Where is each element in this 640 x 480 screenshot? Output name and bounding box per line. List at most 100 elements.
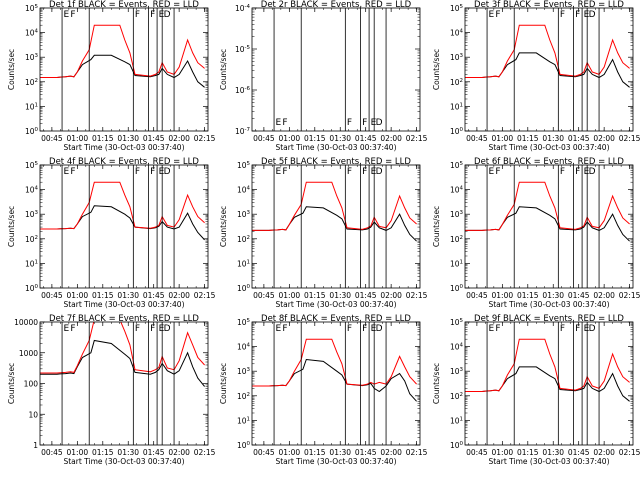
y-axis-label: Counts/sec bbox=[432, 49, 441, 90]
y-tick-label: 105 bbox=[237, 318, 251, 327]
event-marker-label: F bbox=[150, 324, 155, 334]
x-axis-label: Start Time (30-Oct-03 00:37:40) bbox=[488, 300, 609, 309]
y-tick-label: 101 bbox=[450, 416, 463, 425]
x-tick-label: 01:15 bbox=[517, 291, 539, 300]
x-tick-label: 01:00 bbox=[67, 448, 89, 457]
y-tick-label: 1000 bbox=[19, 349, 38, 358]
y-tick-label: 101 bbox=[450, 259, 463, 268]
event-marker-label: D bbox=[376, 118, 383, 128]
series-lld-line bbox=[40, 181, 205, 230]
y-axis-label: Counts/sec bbox=[432, 206, 441, 247]
event-marker-label: F bbox=[362, 324, 367, 334]
y-tick-label: 104 bbox=[450, 343, 464, 352]
plot-frame bbox=[251, 7, 421, 132]
series-lld-line bbox=[465, 24, 630, 78]
event-marker-label: D bbox=[376, 324, 383, 334]
event-marker-label: F bbox=[70, 167, 75, 177]
y-tick-label: 10-7 bbox=[235, 127, 251, 136]
y-tick-label: 102 bbox=[25, 78, 38, 87]
x-tick-label: 01:15 bbox=[304, 448, 326, 457]
x-tick-label: 01:15 bbox=[517, 134, 539, 143]
x-tick-label: 01:45 bbox=[143, 448, 165, 457]
event-marker-label: D bbox=[589, 167, 596, 177]
y-tick-label: 105 bbox=[450, 161, 464, 170]
x-tick-label: 01:30 bbox=[542, 448, 564, 457]
event-marker-label: F bbox=[575, 10, 580, 20]
panel-title: Det 8f BLACK = Events, RED = LLD bbox=[261, 314, 411, 324]
series-events-line bbox=[465, 52, 630, 88]
x-axis-label: Start Time (30-Oct-03 00:37:40) bbox=[63, 143, 184, 152]
event-marker-label: E bbox=[489, 167, 495, 177]
y-tick-label: 10-4 bbox=[235, 4, 251, 13]
x-tick-label: 01:30 bbox=[117, 134, 139, 143]
event-marker-label: E bbox=[276, 324, 282, 334]
x-axis-label: Start Time (30-Oct-03 00:37:40) bbox=[488, 457, 609, 466]
series-events-line bbox=[465, 366, 630, 402]
event-marker-label: D bbox=[376, 167, 383, 177]
x-tick-label: 01:15 bbox=[92, 291, 114, 300]
x-tick-label: 00:45 bbox=[41, 448, 63, 457]
y-tick-label: 105 bbox=[450, 4, 464, 13]
x-tick-label: 01:45 bbox=[568, 448, 590, 457]
y-tick-label: 104 bbox=[25, 29, 39, 38]
series-events-line bbox=[465, 206, 630, 242]
x-axis-label: Start Time (30-Oct-03 00:37:40) bbox=[275, 300, 396, 309]
x-tick-label: 00:45 bbox=[253, 291, 275, 300]
x-tick-label: 02:00 bbox=[380, 448, 402, 457]
x-tick-label: 01:45 bbox=[143, 134, 165, 143]
panel-title: Det 3f BLACK = Events, RED = LLD bbox=[474, 0, 624, 10]
plot-frame bbox=[464, 164, 634, 289]
x-tick-label: 01:00 bbox=[492, 134, 514, 143]
x-tick-label: 01:45 bbox=[355, 134, 377, 143]
y-tick-label: 105 bbox=[25, 4, 39, 13]
x-tick-label: 01:00 bbox=[492, 291, 514, 300]
y-tick-label: 103 bbox=[237, 367, 251, 376]
y-tick-label: 1 bbox=[33, 441, 38, 450]
series-events-line bbox=[40, 339, 205, 387]
x-tick-label: 01:45 bbox=[355, 448, 377, 457]
y-tick-label: 101 bbox=[25, 259, 38, 268]
x-tick-label: 02:00 bbox=[168, 448, 190, 457]
series-events-line bbox=[40, 205, 205, 241]
y-tick-label: 104 bbox=[237, 343, 251, 352]
event-marker-label: F bbox=[575, 324, 580, 334]
plot-frame bbox=[39, 321, 209, 446]
event-marker-label: F bbox=[495, 324, 500, 334]
y-tick-label: 103 bbox=[450, 53, 464, 62]
x-tick-label: 01:00 bbox=[279, 448, 301, 457]
series-lld-line bbox=[465, 181, 630, 231]
event-marker-label: E bbox=[371, 167, 377, 177]
x-tick-label: 01:00 bbox=[279, 291, 301, 300]
y-tick-label: 102 bbox=[237, 235, 250, 244]
event-marker-label: F bbox=[362, 118, 367, 128]
y-tick-label: 102 bbox=[450, 392, 463, 401]
panel-title: Det 7f BLACK = Events, RED = LLD bbox=[49, 314, 199, 324]
event-marker-label: F bbox=[70, 10, 75, 20]
panel-title: Det 2r BLACK = Events, RED = LLD bbox=[261, 0, 412, 10]
event-marker-label: F bbox=[560, 10, 565, 20]
y-axis-label: Counts/sec bbox=[432, 363, 441, 404]
event-marker-label: F bbox=[347, 118, 352, 128]
event-marker-label: E bbox=[371, 324, 377, 334]
series-events-line bbox=[252, 358, 417, 402]
x-tick-label: 01:45 bbox=[568, 291, 590, 300]
x-tick-label: 01:15 bbox=[92, 448, 114, 457]
x-tick-label: 02:15 bbox=[619, 291, 640, 300]
event-marker-label: D bbox=[589, 324, 596, 334]
event-marker-label: F bbox=[135, 167, 140, 177]
series-lld-line bbox=[465, 338, 630, 392]
x-tick-label: 02:15 bbox=[406, 448, 428, 457]
series-lld-line bbox=[252, 181, 417, 231]
x-axis-label: Start Time (30-Oct-03 00:37:40) bbox=[275, 143, 396, 152]
x-tick-label: 01:00 bbox=[492, 448, 514, 457]
x-tick-label: 02:00 bbox=[593, 134, 615, 143]
event-marker-label: E bbox=[276, 167, 282, 177]
y-tick-label: 10 bbox=[28, 410, 38, 419]
x-tick-label: 02:15 bbox=[194, 291, 216, 300]
x-axis-label: Start Time (30-Oct-03 00:37:40) bbox=[63, 457, 184, 466]
event-marker-label: E bbox=[64, 167, 70, 177]
